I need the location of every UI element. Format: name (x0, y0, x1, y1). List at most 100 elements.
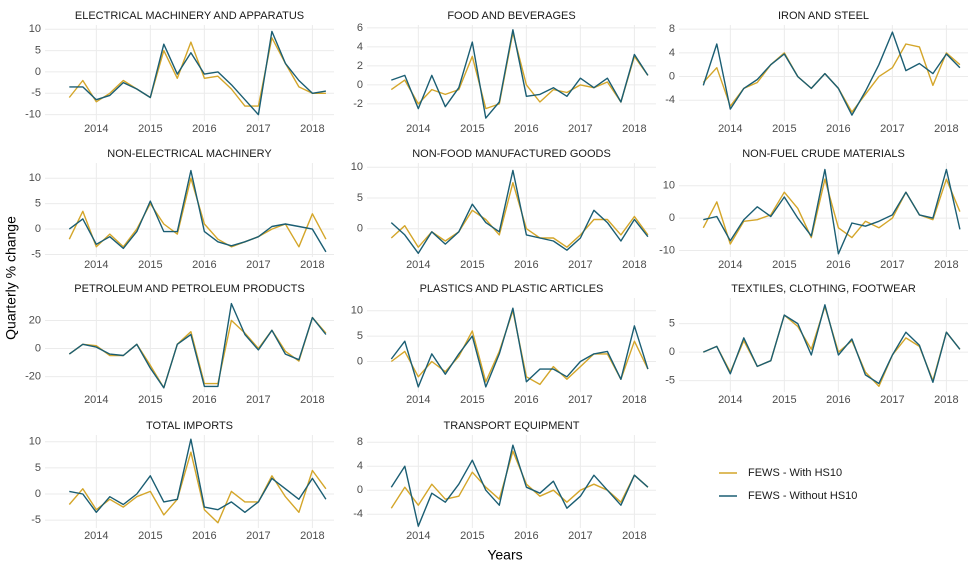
x-tick-label: 2016 (192, 394, 216, 406)
x-tick-label: 2014 (718, 394, 742, 406)
series-line (69, 30, 327, 116)
y-tick-label: 5 (35, 198, 41, 210)
x-tick-label: 2014 (718, 259, 742, 271)
x-tick-label: 2015 (772, 259, 796, 271)
y-tick-label: -20 (25, 370, 41, 382)
y-tick-label: 4 (357, 460, 363, 472)
x-tick-label: 2014 (406, 530, 430, 542)
x-tick-label: 2014 (406, 123, 430, 135)
series-line (390, 169, 649, 254)
x-tick-label: 2016 (826, 123, 850, 135)
series-line (390, 307, 649, 388)
x-tick-label: 2018 (934, 394, 958, 406)
y-tick-label: 5 (35, 462, 41, 474)
x-tick-label: 2014 (84, 123, 108, 135)
x-axis-title: Years (487, 547, 522, 563)
x-tick-label: 2015 (460, 123, 484, 135)
y-tick-label: 8 (357, 436, 363, 448)
y-tick-label: 5 (357, 192, 363, 204)
x-tick-label: 2017 (568, 530, 592, 542)
y-tick-label: 0 (35, 488, 41, 500)
y-tick-label: -4 (353, 508, 363, 520)
x-tick-label: 2017 (246, 123, 270, 135)
legend-label: FEWS - Without HS10 (748, 490, 857, 502)
y-tick-label: 0 (35, 342, 41, 354)
panel-title: TEXTILES, CLOTHING, FOOTWEAR (731, 283, 916, 295)
y-tick-label: 4 (669, 47, 675, 59)
x-tick-label: 2015 (138, 259, 162, 271)
panel-title: TRANSPORT EQUIPMENT (444, 420, 580, 432)
y-tick-label: -2 (353, 98, 363, 110)
series-line (703, 168, 961, 255)
x-tick-label: 2018 (934, 123, 958, 135)
y-tick-label: -10 (659, 244, 675, 256)
panel-title: FOOD AND BEVERAGES (447, 10, 575, 22)
y-tick-label: 0 (35, 66, 41, 78)
x-tick-label: 2015 (138, 394, 162, 406)
x-tick-label: 2016 (192, 259, 216, 271)
panel-title: ELECTRICAL MACHINERY AND APPARATUS (75, 10, 304, 22)
y-tick-label: 20 (29, 314, 41, 326)
panel-title: IRON AND STEEL (778, 10, 869, 22)
x-tick-label: 2016 (826, 259, 850, 271)
x-tick-label: 2014 (84, 530, 108, 542)
series-line (702, 31, 961, 116)
x-tick-label: 2014 (718, 123, 742, 135)
x-tick-label: 2016 (514, 530, 538, 542)
x-tick-label: 2017 (568, 123, 592, 135)
x-tick-label: 2015 (460, 394, 484, 406)
y-tick-label: 0 (357, 355, 363, 367)
x-tick-label: 2018 (622, 123, 646, 135)
x-tick-label: 2015 (138, 123, 162, 135)
x-tick-label: 2018 (934, 259, 958, 271)
x-tick-label: 2015 (138, 530, 162, 542)
series-line (69, 438, 327, 513)
x-tick-label: 2015 (460, 530, 484, 542)
x-tick-label: 2016 (514, 123, 538, 135)
x-tick-label: 2018 (622, 259, 646, 271)
y-tick-label: 5 (357, 330, 363, 342)
x-tick-label: 2014 (84, 394, 108, 406)
panel-title: NON-ELECTRICAL MACHINERY (107, 148, 272, 160)
x-tick-label: 2017 (880, 259, 904, 271)
series-line (68, 451, 327, 524)
y-tick-label: 10 (351, 305, 363, 317)
panel-title: NON-FUEL CRUDE MATERIALS (742, 148, 905, 160)
x-tick-label: 2016 (826, 394, 850, 406)
x-tick-label: 2018 (300, 123, 324, 135)
y-tick-label: 5 (669, 318, 675, 330)
y-tick-label: 10 (351, 161, 363, 173)
series-line (68, 169, 327, 253)
panel-title: TOTAL IMPORTS (146, 420, 233, 432)
series-line (391, 29, 649, 119)
x-tick-label: 2017 (246, 259, 270, 271)
x-tick-label: 2015 (772, 394, 796, 406)
legend-label: FEWS - With HS10 (748, 467, 842, 479)
y-tick-label: 10 (29, 436, 41, 448)
panel-title: NON-FOOD MANUFACTURED GOODS (412, 148, 611, 160)
series-line (703, 305, 961, 387)
x-tick-label: 2016 (192, 530, 216, 542)
y-tick-label: 0 (357, 484, 363, 496)
x-tick-label: 2016 (514, 394, 538, 406)
y-tick-label: -5 (31, 248, 41, 260)
x-tick-label: 2017 (880, 394, 904, 406)
series-line (68, 177, 327, 248)
y-tick-label: 0 (669, 70, 675, 82)
y-tick-label: 0 (357, 79, 363, 91)
x-tick-label: 2018 (300, 530, 324, 542)
y-tick-label: 6 (357, 22, 363, 34)
y-tick-label: -5 (31, 514, 41, 526)
series-line (68, 302, 327, 389)
x-tick-label: 2018 (300, 259, 324, 271)
x-tick-label: 2017 (568, 259, 592, 271)
x-tick-label: 2015 (772, 123, 796, 135)
x-tick-label: 2017 (246, 394, 270, 406)
y-tick-label: 8 (669, 23, 675, 35)
series-line (702, 43, 961, 113)
x-tick-label: 2018 (622, 530, 646, 542)
panel-title: PETROLEUM AND PETROLEUM PRODUCTS (74, 283, 304, 295)
y-tick-label: 0 (357, 223, 363, 235)
x-tick-label: 2016 (192, 123, 216, 135)
